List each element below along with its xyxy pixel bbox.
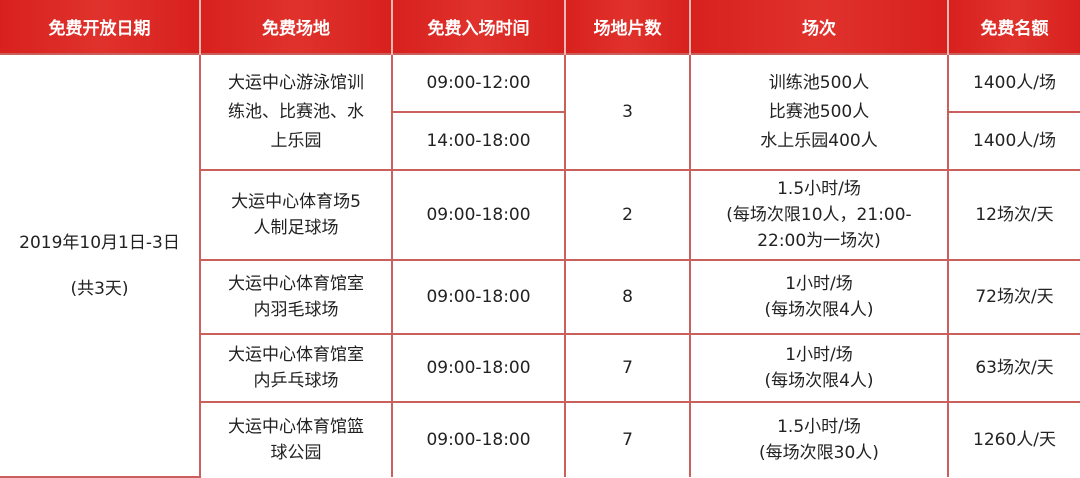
count-cell: 7	[564, 333, 691, 403]
time-cell: 09:00-18:00	[391, 333, 566, 403]
quota-cell: 1260人/天	[947, 401, 1080, 477]
quota-cell: 1400人/场	[947, 111, 1080, 171]
header-session: 场次	[689, 0, 949, 54]
venue-cell: 大运中心体育场5 人制足球场	[200, 169, 393, 261]
table-row: 大运中心体育场5 人制足球场 09:00-18:00 2 1.5小时/场 (每场…	[0, 169, 1080, 261]
venue-cell: 大运中心体育馆篮 球公园	[200, 401, 393, 477]
header-venue: 免费场地	[199, 0, 393, 54]
venue-cell: 大运中心体育馆室 内羽毛球场	[200, 259, 393, 335]
table-row: 大运中心体育馆室 内羽毛球场 09:00-18:00 8 1小时/场 (每场次限…	[0, 259, 1080, 335]
time-cell: 09:00-12:00	[391, 53, 566, 113]
time-cell: 09:00-18:00	[391, 259, 566, 335]
header-quota: 免费名额	[947, 0, 1080, 54]
date-duration: (共3天)	[70, 278, 129, 299]
time-cell: 09:00-18:00	[391, 401, 566, 477]
table-row: 2019年10月1日-3日 (共3天) 大运中心游泳馆训 练池、比赛池、水 上乐园…	[0, 53, 1080, 478]
header-count: 场地片数	[564, 0, 691, 54]
quota-cell: 1400人/场	[947, 53, 1080, 113]
time-cell: 14:00-18:00	[392, 111, 566, 171]
table-row: 14:00-18:00 1400人/场	[0, 111, 1080, 171]
venue-cell: 大运中心游泳馆训 练池、比赛池、水 上乐园	[199, 53, 393, 171]
session-cell: 1小时/场 (每场次限4人)	[689, 333, 949, 403]
count-cell: 7	[564, 401, 691, 477]
header-time: 免费入场时间	[391, 0, 566, 54]
quota-cell: 63场次/天	[947, 333, 1080, 403]
session-cell: 1小时/场 (每场次限4人)	[689, 259, 949, 335]
time-cell: 09:00-18:00	[391, 169, 566, 261]
table-row: 大运中心体育馆室 内乒乓球场 09:00-18:00 7 1小时/场 (每场次限…	[0, 333, 1080, 403]
quota-cell: 12场次/天	[947, 169, 1080, 261]
table-row: 大运中心体育馆篮 球公园 09:00-18:00 7 1.5小时/场 (每场次限…	[0, 401, 1080, 477]
venue-cell: 大运中心体育馆室 内乒乓球场	[200, 333, 393, 403]
count-cell: 8	[564, 259, 691, 335]
date-cell: 2019年10月1日-3日 (共3天)	[0, 53, 201, 478]
session-cell: 训练池500人 比赛池500人 水上乐园400人	[689, 53, 949, 171]
session-cell: 1.5小时/场 (每场次限10人，21:00- 22:00为一场次)	[689, 169, 949, 261]
count-cell: 2	[564, 169, 691, 261]
header-row: 免费开放日期 免费场地 免费入场时间 场地片数 场次 免费名额	[0, 0, 1080, 54]
quota-cell: 72场次/天	[947, 259, 1080, 335]
session-cell: 1.5小时/场 (每场次限30人)	[689, 401, 949, 477]
header-date: 免费开放日期	[0, 0, 201, 54]
count-cell: 3	[564, 53, 691, 171]
date-range: 2019年10月1日-3日	[19, 232, 180, 253]
